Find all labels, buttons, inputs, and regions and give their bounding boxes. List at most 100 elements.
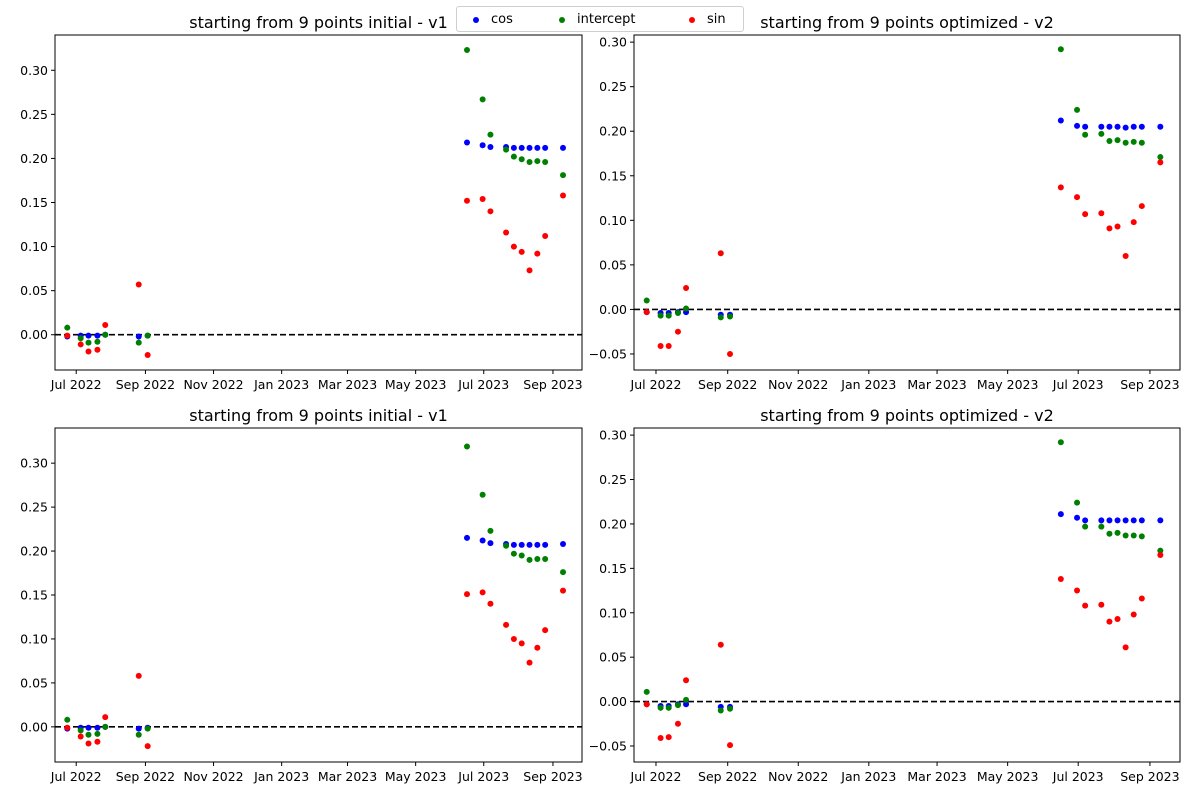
axes-frame xyxy=(54,427,583,763)
data-point-sin xyxy=(85,740,92,747)
data-point-cos xyxy=(510,144,517,151)
x-tick-label: Mar 2023 xyxy=(318,769,377,784)
y-tick-label: 0.15 xyxy=(599,561,627,576)
x-tick-label: May 2023 xyxy=(385,377,447,392)
data-point-sin xyxy=(94,346,101,353)
data-point-cos xyxy=(487,540,494,547)
data-point-sin xyxy=(1138,595,1145,602)
data-point-intercept xyxy=(503,146,510,153)
data-point-intercept xyxy=(717,314,724,321)
data-point-intercept xyxy=(665,312,672,319)
data-point-intercept xyxy=(487,527,494,534)
plot-panel-4: starting from 9 points optimized - v2 Jul… xyxy=(589,406,1181,784)
data-point-intercept xyxy=(1082,523,1089,530)
data-point-intercept xyxy=(85,731,92,738)
data-point-intercept xyxy=(102,723,109,730)
data-point-cos xyxy=(542,541,549,548)
data-point-cos xyxy=(1157,123,1164,130)
data-point-intercept xyxy=(643,297,650,304)
data-point-intercept xyxy=(518,156,525,163)
x-tick-label: Mar 2023 xyxy=(907,377,966,392)
y-tick-label: 0.15 xyxy=(599,168,627,183)
data-point-intercept xyxy=(77,727,84,734)
data-point-sin xyxy=(1098,601,1105,608)
data-point-cos xyxy=(1114,123,1121,130)
data-point-sin xyxy=(665,342,672,349)
x-tick-label: Jan 2023 xyxy=(840,377,896,392)
y-tick-label: 0.15 xyxy=(20,588,48,603)
data-point-cos xyxy=(463,139,470,146)
data-point-cos xyxy=(518,144,525,151)
data-point-sin xyxy=(503,621,510,628)
x-tick-label: Nov 2022 xyxy=(183,377,243,392)
data-point-sin xyxy=(1106,225,1113,232)
data-point-sin xyxy=(144,743,151,750)
data-point-intercept xyxy=(560,172,567,179)
data-point-intercept xyxy=(102,331,109,338)
data-point-sin xyxy=(1130,611,1137,618)
data-point-intercept xyxy=(94,730,101,737)
y-tick-label: 0.05 xyxy=(20,283,48,298)
data-point-sin xyxy=(674,720,681,727)
data-point-intercept xyxy=(1098,523,1105,530)
y-tick-label: −0.05 xyxy=(589,739,627,754)
data-point-intercept xyxy=(1157,547,1164,554)
data-point-sin xyxy=(77,341,84,348)
y-tick-label: 0.00 xyxy=(599,302,627,317)
y-tick-label: 0.10 xyxy=(20,631,48,646)
axes-frame xyxy=(54,34,583,371)
x-tick-label: Jan 2023 xyxy=(840,769,896,784)
data-point-sin xyxy=(102,322,109,329)
data-point-intercept xyxy=(1082,131,1089,138)
data-point-sin xyxy=(510,243,517,250)
x-tick-label: Jul 2023 xyxy=(457,377,509,392)
data-point-cos xyxy=(479,142,486,149)
data-point-sin xyxy=(64,724,71,731)
y-tick-label: 0.20 xyxy=(599,516,627,531)
data-point-intercept xyxy=(1138,533,1145,540)
data-point-sin xyxy=(1114,615,1121,622)
data-point-sin xyxy=(542,233,549,239)
data-point-intercept xyxy=(542,158,549,165)
data-point-intercept xyxy=(657,312,664,319)
data-point-cos xyxy=(1074,122,1081,129)
data-point-cos xyxy=(560,541,567,548)
data-point-intercept xyxy=(94,338,101,345)
y-tick-label: 0.30 xyxy=(20,63,48,78)
data-point-intercept xyxy=(1114,137,1121,144)
y-tick-label: 0.05 xyxy=(599,650,627,665)
data-point-cos xyxy=(487,143,494,150)
data-point-sin xyxy=(1157,159,1164,166)
data-point-sin xyxy=(657,735,664,742)
data-point-sin xyxy=(1082,602,1089,609)
data-point-intercept xyxy=(64,324,71,331)
legend-marker-sin xyxy=(689,17,695,23)
data-point-cos xyxy=(1138,517,1145,524)
x-tick-label: Jan 2023 xyxy=(253,377,309,392)
legend-label-sin: sin xyxy=(707,12,726,27)
data-point-cos xyxy=(1098,123,1105,130)
x-tick-label: Sep 2023 xyxy=(523,377,582,392)
data-point-sin xyxy=(643,701,650,708)
data-point-intercept xyxy=(479,491,486,498)
data-point-sin xyxy=(1106,618,1113,625)
data-point-intercept xyxy=(144,332,151,339)
data-point-sin xyxy=(727,350,734,357)
data-point-cos xyxy=(1106,517,1113,524)
x-tick-label: Sep 2022 xyxy=(116,769,175,784)
data-point-cos xyxy=(1057,117,1064,124)
data-point-sin xyxy=(1098,210,1105,217)
data-point-sin xyxy=(463,197,470,204)
legend-label-cos: cos xyxy=(491,12,513,27)
chart-title: starting from 9 points initial - v1 xyxy=(189,406,448,425)
data-point-sin xyxy=(534,250,541,257)
legend-marker-cos xyxy=(473,17,479,23)
data-point-intercept xyxy=(510,153,517,160)
data-point-cos xyxy=(94,724,101,731)
x-tick-label: May 2023 xyxy=(977,769,1039,784)
data-point-cos xyxy=(1157,517,1164,524)
data-point-sin xyxy=(1057,576,1064,583)
chart-title: starting from 9 points optimized - v2 xyxy=(760,406,1054,425)
data-point-cos xyxy=(85,724,92,731)
plot-panel-3: starting from 9 points initial - v1 Jul 2… xyxy=(20,406,582,784)
